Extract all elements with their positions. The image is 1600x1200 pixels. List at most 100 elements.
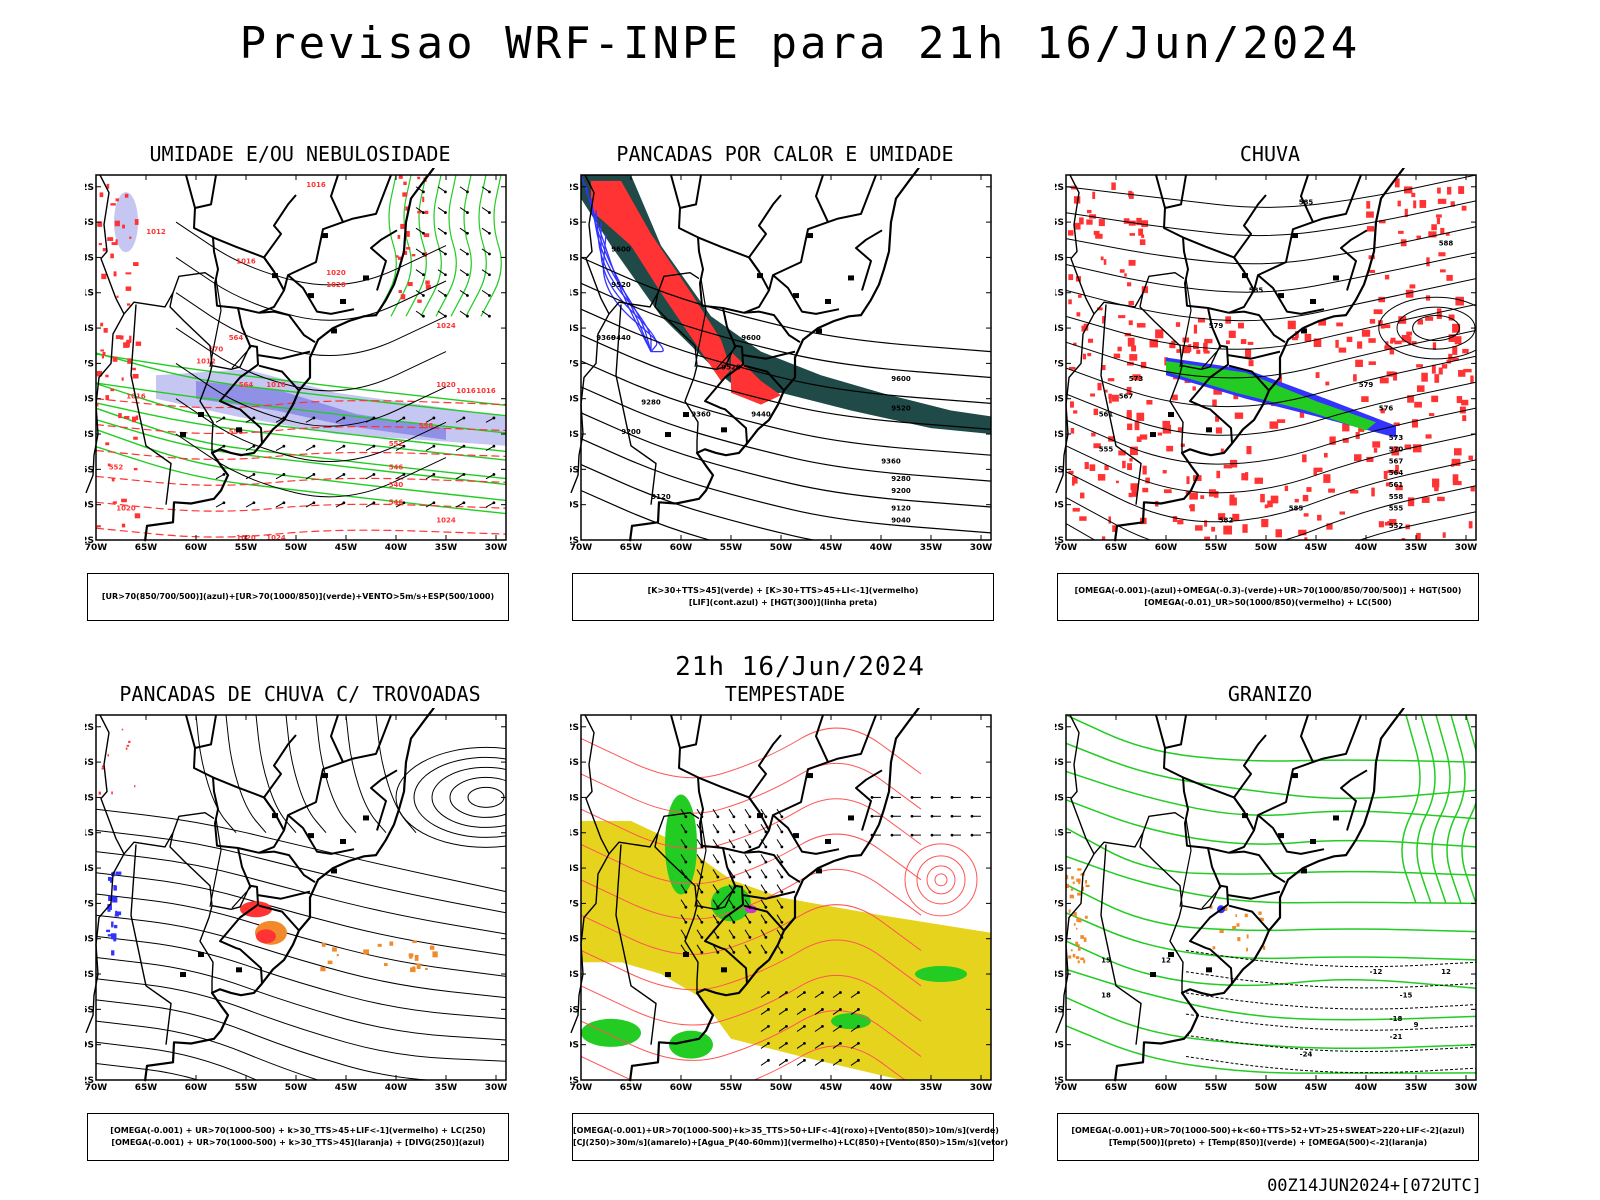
- wind-vector: [728, 929, 735, 938]
- lake-marker: [236, 967, 242, 973]
- rain-area-red: [1130, 446, 1138, 456]
- wind-vector-head: [857, 1008, 860, 1011]
- lat-tick-label: 24S: [85, 324, 94, 334]
- state-border: [370, 229, 398, 291]
- rain-area-red: [1139, 434, 1148, 440]
- state-border: [743, 714, 829, 854]
- contour-label: 9600: [741, 334, 761, 342]
- wind-vector-head: [222, 416, 226, 420]
- lake-marker: [198, 952, 204, 958]
- wind-vector-head: [780, 951, 784, 954]
- wind-vector: [760, 914, 767, 923]
- wind-vector-head: [282, 473, 286, 476]
- wind-vector-head: [222, 501, 226, 505]
- lon-tick-label: 30W: [485, 543, 508, 553]
- rain-area-red: [1437, 187, 1441, 194]
- lon-tick-label: 40W: [1355, 1083, 1378, 1093]
- state-border: [370, 769, 398, 831]
- rain-area-red: [1068, 366, 1076, 370]
- thunderstorm-speck-orange: [327, 960, 333, 965]
- state-border: [1227, 350, 1281, 360]
- wind-vector: [481, 186, 490, 193]
- rain-area-red: [1339, 511, 1346, 515]
- lon-tick-label: 45W: [335, 1083, 358, 1093]
- wind-vector-head: [684, 815, 688, 819]
- wind-vector-head: [372, 501, 376, 505]
- rain-area-red: [1379, 377, 1389, 384]
- rain-area-red: [1441, 364, 1448, 369]
- lon-tick-label: 65W: [1105, 543, 1128, 553]
- divergence-area-blue: [106, 929, 111, 933]
- lon-tick-label: 40W: [385, 1083, 408, 1093]
- lat-tick-label: 39S: [1055, 501, 1064, 511]
- wind-vector-head: [716, 830, 720, 834]
- wind-area-green: [669, 1030, 713, 1059]
- instability-area-red: [591, 180, 731, 381]
- wind-vector-head: [684, 845, 688, 849]
- thunderstorm-speck-orange: [412, 966, 416, 972]
- rain-area-red: [1380, 408, 1385, 414]
- rain-area-red: [1405, 289, 1414, 298]
- rain-area-red: [1267, 500, 1273, 508]
- thickness-speck-red: [101, 273, 107, 280]
- temp850-contour-green: [1431, 715, 1451, 904]
- rain-area-red: [1149, 339, 1159, 348]
- map-geography: [570, 708, 920, 1082]
- rain-area-red: [1458, 369, 1466, 377]
- height-contour-black: [581, 360, 991, 456]
- lon-tick-label: 45W: [335, 543, 358, 553]
- lat-tick-label: 36S: [1055, 1005, 1064, 1015]
- thickness-speck-red: [135, 341, 142, 346]
- lake-marker: [198, 412, 204, 418]
- map-border: [580, 174, 992, 541]
- river: [209, 818, 222, 908]
- lif-contour-blue: [581, 175, 652, 352]
- wind-vector: [814, 1042, 823, 1049]
- omega-speck-orange: [1212, 946, 1216, 950]
- state-border: [1233, 734, 1267, 813]
- thickness-speck-red: [405, 206, 410, 211]
- contour-label: -15: [1400, 992, 1413, 1000]
- wind-vector: [728, 839, 735, 848]
- wind-vector: [850, 1059, 859, 1066]
- wind-vector-head: [785, 991, 788, 994]
- rain-area-red: [1129, 233, 1136, 236]
- rain-area-red: [1302, 494, 1309, 502]
- rain-area-red: [1104, 465, 1109, 471]
- lat-tick-label: 36S: [85, 465, 94, 475]
- lake-marker: [180, 432, 186, 438]
- wind-vector: [760, 884, 767, 893]
- wind-vector-head: [839, 1008, 842, 1011]
- rain-area-red: [1287, 320, 1296, 330]
- temp850-contour-green: [1066, 770, 1476, 820]
- humidity-contour-green: [96, 382, 506, 434]
- wind-vector-head: [767, 1058, 770, 1062]
- rain-area-red: [1090, 393, 1096, 397]
- thickness-speck-red: [425, 280, 430, 285]
- wind-vector: [459, 289, 468, 296]
- divergence-area-blue: [112, 896, 118, 903]
- thickness-speck-red: [396, 255, 399, 258]
- wind-vector: [778, 1009, 787, 1015]
- rain-area-red: [1103, 259, 1107, 265]
- lat-tick-label: 33S: [570, 970, 579, 980]
- wind-vector-head: [488, 273, 491, 277]
- wind-vector-head: [312, 444, 316, 448]
- map-trovoadas: 12S 15S 18S 21S 24S 27S 30S 33S 36S 39S 42S70W 65W 6…: [85, 708, 507, 1093]
- wind-vector-head: [466, 314, 469, 318]
- rain-area-red: [1366, 211, 1374, 218]
- wind-vector: [365, 417, 375, 423]
- wind-vector: [455, 474, 465, 480]
- thunderstorm-speck-red: [98, 791, 101, 795]
- wind-vector-head: [716, 890, 720, 894]
- wind-vector-head: [684, 890, 688, 894]
- streamline-black: [96, 808, 506, 893]
- wind-vector: [305, 445, 315, 451]
- wind-vector: [776, 869, 783, 878]
- rain-area-red: [1071, 481, 1075, 486]
- anticyclone-streamline: [395, 746, 506, 848]
- wind-vector-head: [342, 444, 346, 448]
- thickness-speck-red: [132, 367, 136, 371]
- rain-area-red: [1313, 467, 1318, 476]
- rain-area-red: [1425, 316, 1434, 321]
